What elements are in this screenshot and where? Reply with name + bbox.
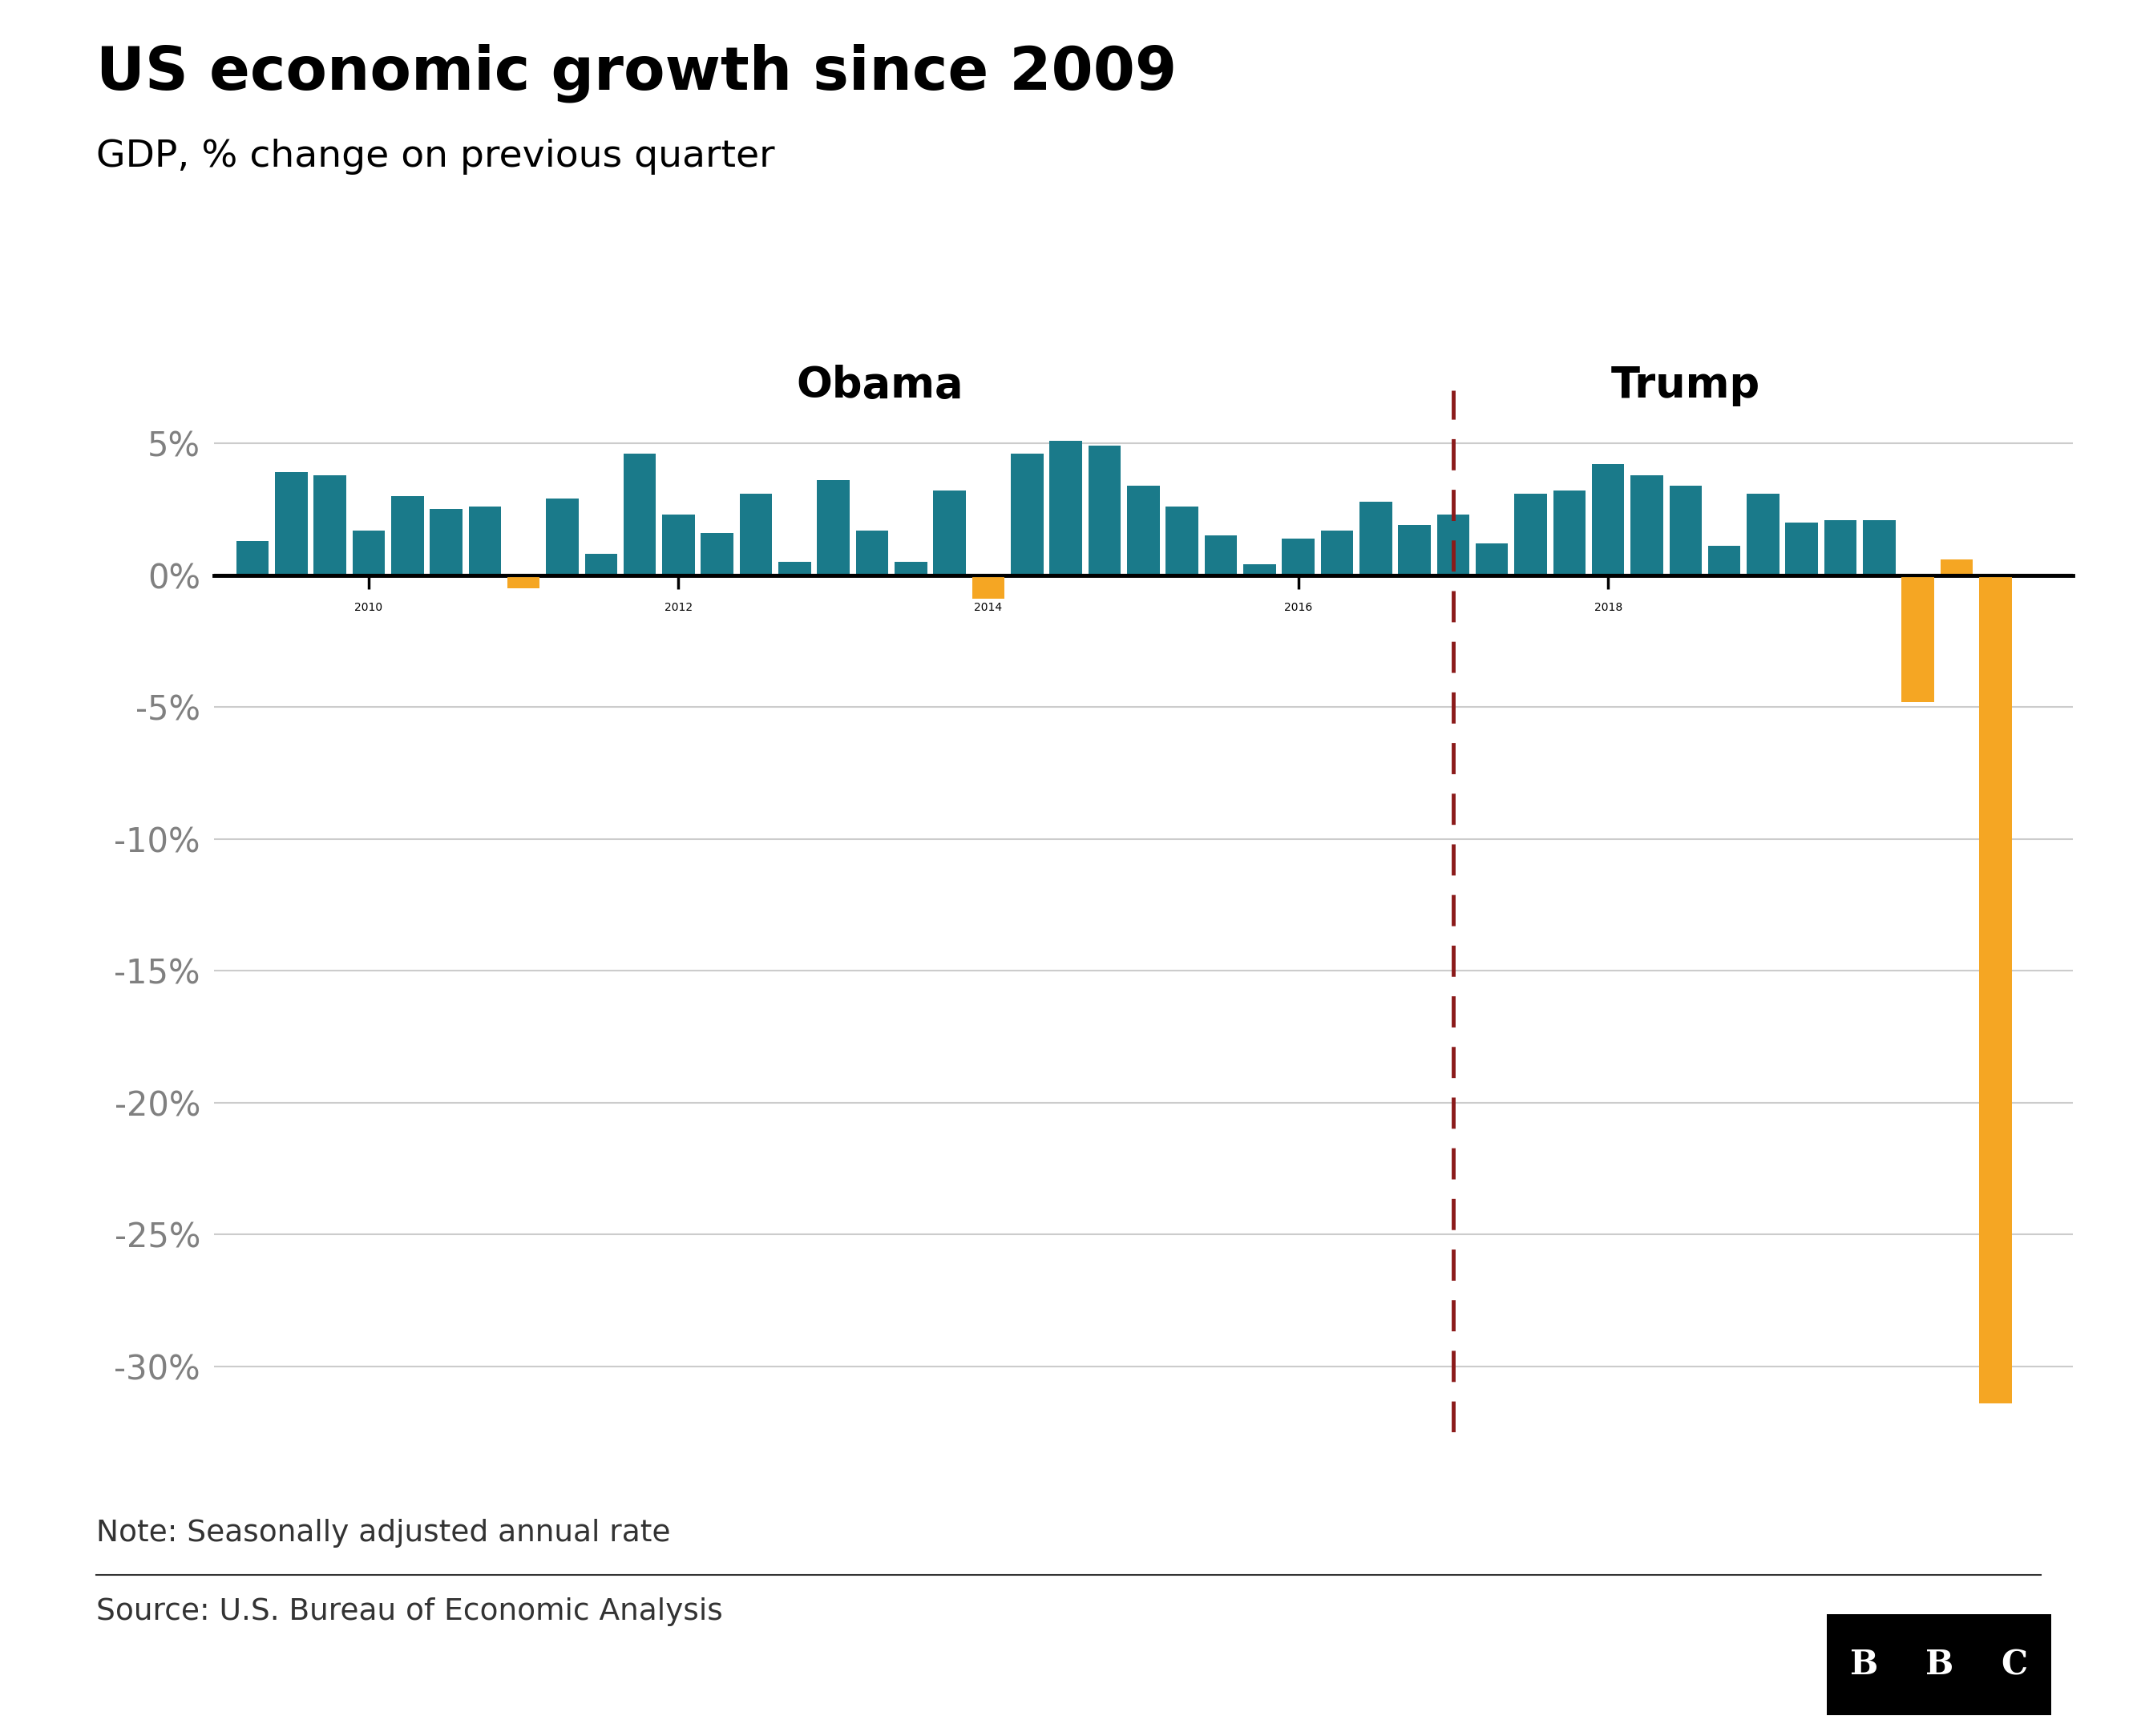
Bar <box>1825 519 1857 575</box>
Bar <box>857 531 889 575</box>
Bar <box>547 498 579 575</box>
Bar <box>1088 446 1120 575</box>
Text: B: B <box>1925 1647 1953 1682</box>
Bar <box>739 493 771 575</box>
Text: C: C <box>2000 1647 2028 1682</box>
Bar <box>353 531 385 575</box>
Bar <box>1244 564 1276 575</box>
Bar <box>391 496 423 575</box>
Bar <box>778 562 810 575</box>
Bar <box>1979 575 2011 1403</box>
Bar <box>1707 547 1740 575</box>
Bar <box>816 481 851 575</box>
Bar <box>1787 523 1819 575</box>
Bar <box>895 562 927 575</box>
Bar <box>1554 491 1586 575</box>
Text: US economic growth since 2009: US economic growth since 2009 <box>96 43 1177 102</box>
Bar <box>1592 465 1624 575</box>
Text: GDP, % change on previous quarter: GDP, % change on previous quarter <box>96 139 776 175</box>
Text: Obama: Obama <box>797 365 964 406</box>
Bar <box>1436 514 1470 575</box>
Bar <box>1515 493 1547 575</box>
Text: Note: Seasonally adjusted annual rate: Note: Seasonally adjusted annual rate <box>96 1519 671 1549</box>
Bar <box>430 509 462 575</box>
Text: Trump: Trump <box>1611 365 1761 406</box>
Bar <box>314 476 346 575</box>
Text: Source: U.S. Bureau of Economic Analysis: Source: U.S. Bureau of Economic Analysis <box>96 1597 722 1627</box>
Bar <box>624 453 656 575</box>
Bar <box>506 575 541 589</box>
Bar <box>972 575 1004 599</box>
Bar <box>1011 453 1043 575</box>
Bar <box>1398 524 1430 575</box>
Text: B: B <box>1851 1647 1878 1682</box>
Bar <box>1863 519 1896 575</box>
Bar <box>237 542 269 575</box>
Bar <box>1477 543 1509 575</box>
Bar <box>1167 507 1199 575</box>
Bar <box>1205 536 1237 575</box>
Bar <box>468 507 500 575</box>
Bar <box>701 533 733 575</box>
Bar <box>1049 441 1081 575</box>
Bar <box>1902 575 1934 701</box>
Bar <box>276 472 308 575</box>
Bar <box>1282 538 1314 575</box>
Bar <box>1940 559 1972 575</box>
Bar <box>1746 493 1780 575</box>
Bar <box>1359 502 1391 575</box>
Bar <box>586 554 618 575</box>
Bar <box>1631 476 1663 575</box>
Bar <box>1321 531 1353 575</box>
Bar <box>1126 486 1160 575</box>
Bar <box>662 514 695 575</box>
Bar <box>1669 486 1701 575</box>
Bar <box>934 491 966 575</box>
